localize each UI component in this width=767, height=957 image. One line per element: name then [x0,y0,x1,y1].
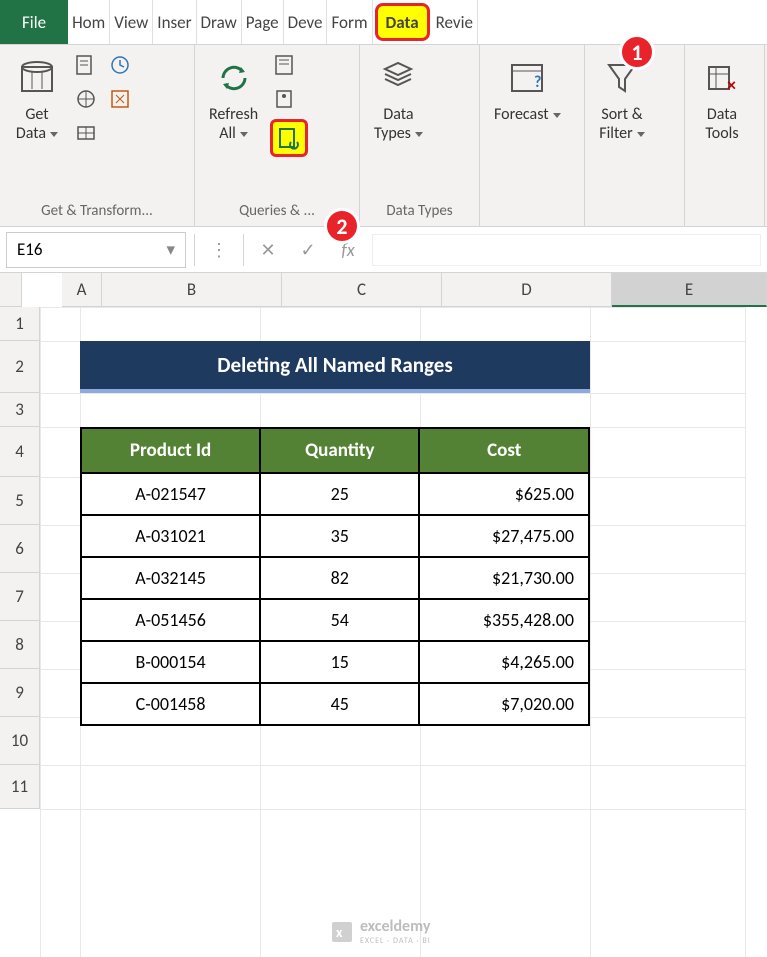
table-cell: 25 [260,473,419,515]
properties-icon[interactable] [270,85,298,113]
group-queries: Refresh All Queries & ... [195,45,360,226]
file-tab[interactable]: File [0,0,68,44]
table-row: A-02154725$625.00 [81,473,589,515]
table-header: Cost [419,428,589,473]
column-header-A[interactable]: A [62,273,102,307]
table-cell: A-032145 [81,557,260,599]
svg-text:×: × [727,74,736,96]
from-table-icon[interactable] [72,119,100,147]
column-header-row: ABCDE [0,273,767,307]
callout-2: 2 [324,208,360,244]
table-cell: $4,265.00 [419,641,589,683]
table-cell: A-031021 [81,515,260,557]
ribbon-tab-form[interactable]: Form [327,0,372,44]
enter-formula-icon[interactable]: ✓ [292,234,324,266]
table-row: C-00145845$7,020.00 [81,683,589,725]
column-header-B[interactable]: B [102,273,282,307]
row-header-3[interactable]: 3 [0,393,40,427]
ribbon-tab-deve[interactable]: Deve [284,0,328,44]
formula-input[interactable] [372,234,761,266]
group-sort-filter: Sort & Filter [585,45,685,226]
table-cell: C-001458 [81,683,260,725]
group-forecast: ? Forecast [480,45,585,226]
refresh-icon [211,55,257,101]
formula-dots-icon[interactable]: ⋮ [203,234,235,266]
select-all-corner[interactable] [0,273,22,307]
table-cell: $625.00 [419,473,589,515]
recent-sources-icon[interactable] [106,51,134,79]
data-types-icon [375,55,421,101]
row-header-8[interactable]: 8 [0,621,40,669]
row-header-7[interactable]: 7 [0,573,40,621]
table-cell: 45 [260,683,419,725]
group-get-transform: Get Data Get & Transform... [0,45,195,226]
svg-text:?: ? [534,73,541,92]
ribbon-tab-inser[interactable]: Inser [153,0,196,44]
watermark: xexceldemyEXCEL · DATA · BI [330,917,431,946]
table-cell: $7,020.00 [419,683,589,725]
table-cell: 35 [260,515,419,557]
svg-text:x: x [336,924,343,941]
sheet-grid: 1234567891011 Deleting All Named RangesP… [0,307,767,957]
data-tools-icon: × [699,55,745,101]
ribbon-tabs: File HomViewInserDrawPageDeveFormDataRev… [0,0,767,45]
data-tools-button[interactable]: × Data Tools [693,51,751,147]
ribbon-panel: Get Data Get & Transform... Refresh All [0,45,767,227]
name-box[interactable]: E16 ▾ [6,232,186,268]
table-cell: 54 [260,599,419,641]
column-header-E[interactable]: E [612,273,767,307]
row-header-11[interactable]: 11 [0,765,40,809]
table-row: A-05145654$355,428.00 [81,599,589,641]
forecast-button[interactable]: ? Forecast [488,51,567,128]
data-table: Product IdQuantityCostA-02154725$625.00A… [80,427,590,726]
row-header-9[interactable]: 9 [0,669,40,717]
ribbon-tab-hom[interactable]: Hom [68,0,110,44]
column-header-D[interactable]: D [442,273,612,307]
get-data-button[interactable]: Get Data [8,51,66,147]
existing-connections-icon[interactable] [106,85,134,113]
row-header-5[interactable]: 5 [0,477,40,525]
table-cell: A-051456 [81,599,260,641]
table-cell: $21,730.00 [419,557,589,599]
cancel-formula-icon[interactable]: ✕ [252,234,284,266]
table-cell: $27,475.00 [419,515,589,557]
table-row: B-00015415$4,265.00 [81,641,589,683]
row-header-2[interactable]: 2 [0,341,40,393]
refresh-all-button[interactable]: Refresh All [203,51,264,147]
table-header: Quantity [260,428,419,473]
ribbon-tab-draw[interactable]: Draw [197,0,242,44]
queries-connections-icon[interactable] [270,51,298,79]
table-cell: 82 [260,557,419,599]
table-cell: $355,428.00 [419,599,589,641]
title-cell: Deleting All Named Ranges [80,341,590,393]
data-types-button[interactable]: Data Types [368,51,429,147]
table-cell: B-000154 [81,641,260,683]
table-row: A-03102135$27,475.00 [81,515,589,557]
table-cell: 15 [260,641,419,683]
callout-1: 1 [619,34,655,70]
ribbon-tab-revie[interactable]: Revie [432,0,478,44]
column-header-C[interactable]: C [282,273,442,307]
from-web-icon[interactable] [72,85,100,113]
table-header: Product Id [81,428,260,473]
formula-bar: E16 ▾ ⋮ ✕ ✓ fx [0,227,767,273]
forecast-icon: ? [504,55,550,101]
get-data-icon [14,55,60,101]
row-header-1[interactable]: 1 [0,307,40,341]
row-header-10[interactable]: 10 [0,717,40,765]
table-row: A-03214582$21,730.00 [81,557,589,599]
row-header-6[interactable]: 6 [0,525,40,573]
group-data-types: Data Types Data Types [360,45,480,226]
ribbon-tab-data[interactable]: Data [375,3,430,41]
table-cell: A-021547 [81,473,260,515]
from-text-icon[interactable] [72,51,100,79]
ribbon-tab-page[interactable]: Page [242,0,284,44]
edit-links-button[interactable] [270,119,308,157]
row-header-4[interactable]: 4 [0,427,40,477]
group-data-tools: × Data Tools [685,45,765,226]
ribbon-tab-view[interactable]: View [110,0,153,44]
